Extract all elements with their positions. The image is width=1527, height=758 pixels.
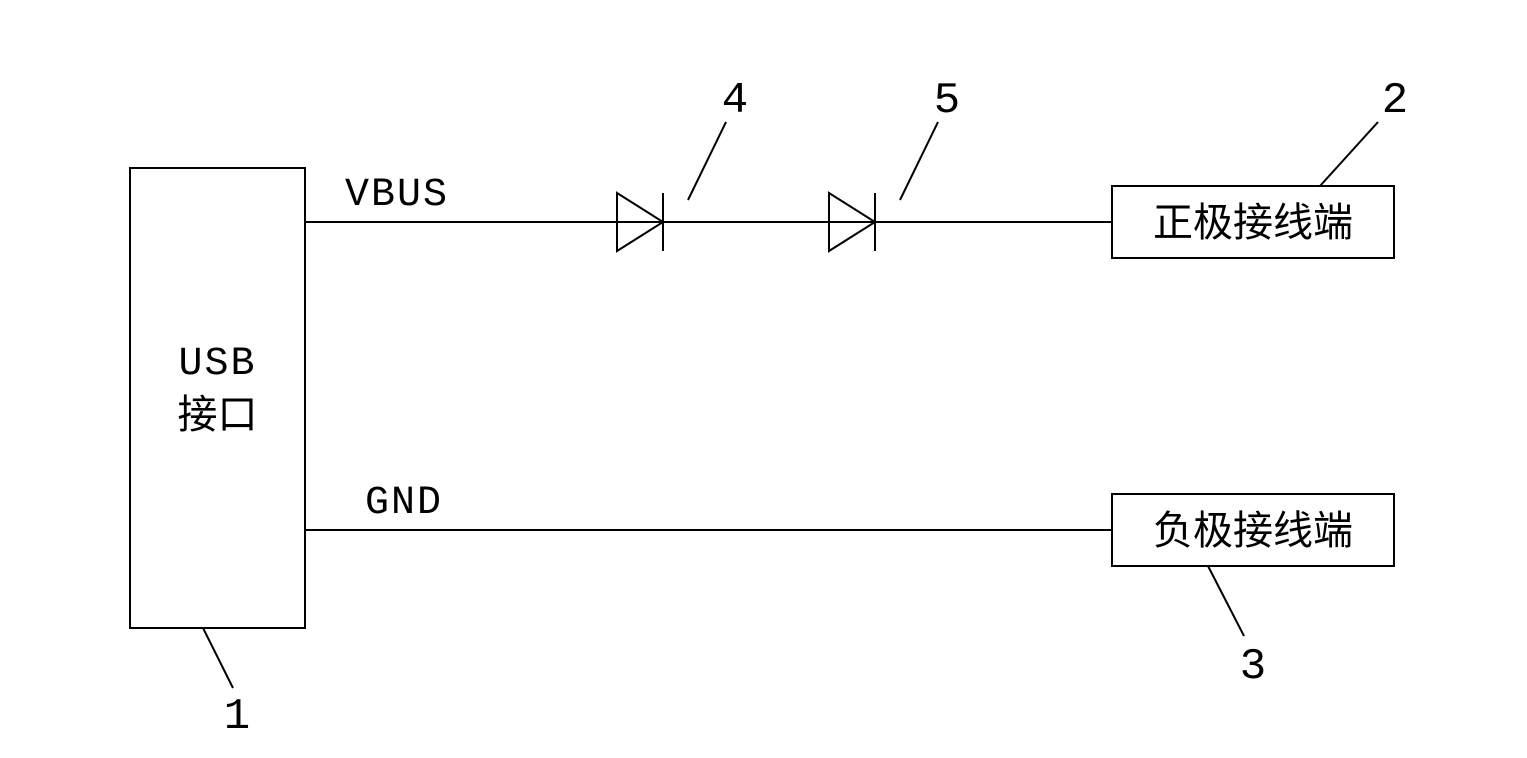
ref-4-leader — [688, 122, 726, 200]
ref-2-number: 2 — [1382, 76, 1410, 126]
usb-label-line1: USB — [178, 342, 256, 387]
ref-3-leader — [1208, 566, 1244, 636]
gnd-label: GND — [365, 481, 443, 526]
ref-1-leader — [203, 628, 233, 688]
ref-1-number: 1 — [224, 692, 252, 742]
ref-3-number: 3 — [1240, 642, 1268, 692]
ref-5-number: 5 — [934, 76, 962, 126]
usb-label-line2: 接口 — [178, 392, 258, 437]
positive-terminal-label: 正极接线端 — [1153, 200, 1353, 245]
ref-2-leader — [1320, 122, 1378, 186]
circuit-diagram: USB 接口 正极接线端负极接线端 VBUS GND 1 2 3 4 5 — [0, 0, 1527, 758]
ref-4-number: 4 — [722, 76, 750, 126]
negative-terminal-label: 负极接线端 — [1153, 508, 1353, 553]
ref-5-leader — [900, 122, 938, 200]
vbus-label: VBUS — [345, 173, 449, 218]
